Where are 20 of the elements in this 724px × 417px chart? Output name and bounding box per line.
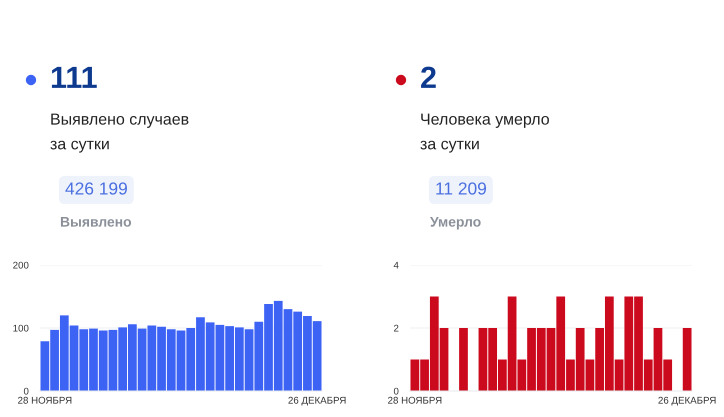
text: 426 199 [65, 182, 127, 195]
chart-title: 2 [421, 66, 436, 88]
y-tick-label: 100 [13, 324, 29, 332]
x-tick-label: 26 ДЕКАБРЯ [288, 396, 346, 406]
chart-subtitle: Человека умерло за сутки [420, 114, 549, 153]
bar [682, 328, 692, 391]
y-tick-label: 0 [24, 388, 29, 395]
chart-subtitle: Выявлено случаев за сутки [50, 114, 188, 153]
y-tick-label: 4 [394, 262, 399, 269]
x-tick-label: 26 ДЕКАБРЯ [658, 396, 716, 406]
y-tick-label: 0 [394, 388, 399, 395]
y-tick-label: 2 [394, 324, 398, 332]
y-tick-label: 200 [13, 262, 29, 269]
chart-title: 111 [52, 66, 97, 88]
x-tick-label: 28 НОЯБРЯ [18, 396, 72, 404]
text: Выявлено [60, 217, 132, 227]
x-tick-label: 28 НОЯБРЯ [388, 396, 442, 404]
text: 11 209 [436, 182, 486, 195]
bar [459, 328, 468, 391]
text: Умерло [430, 217, 481, 230]
